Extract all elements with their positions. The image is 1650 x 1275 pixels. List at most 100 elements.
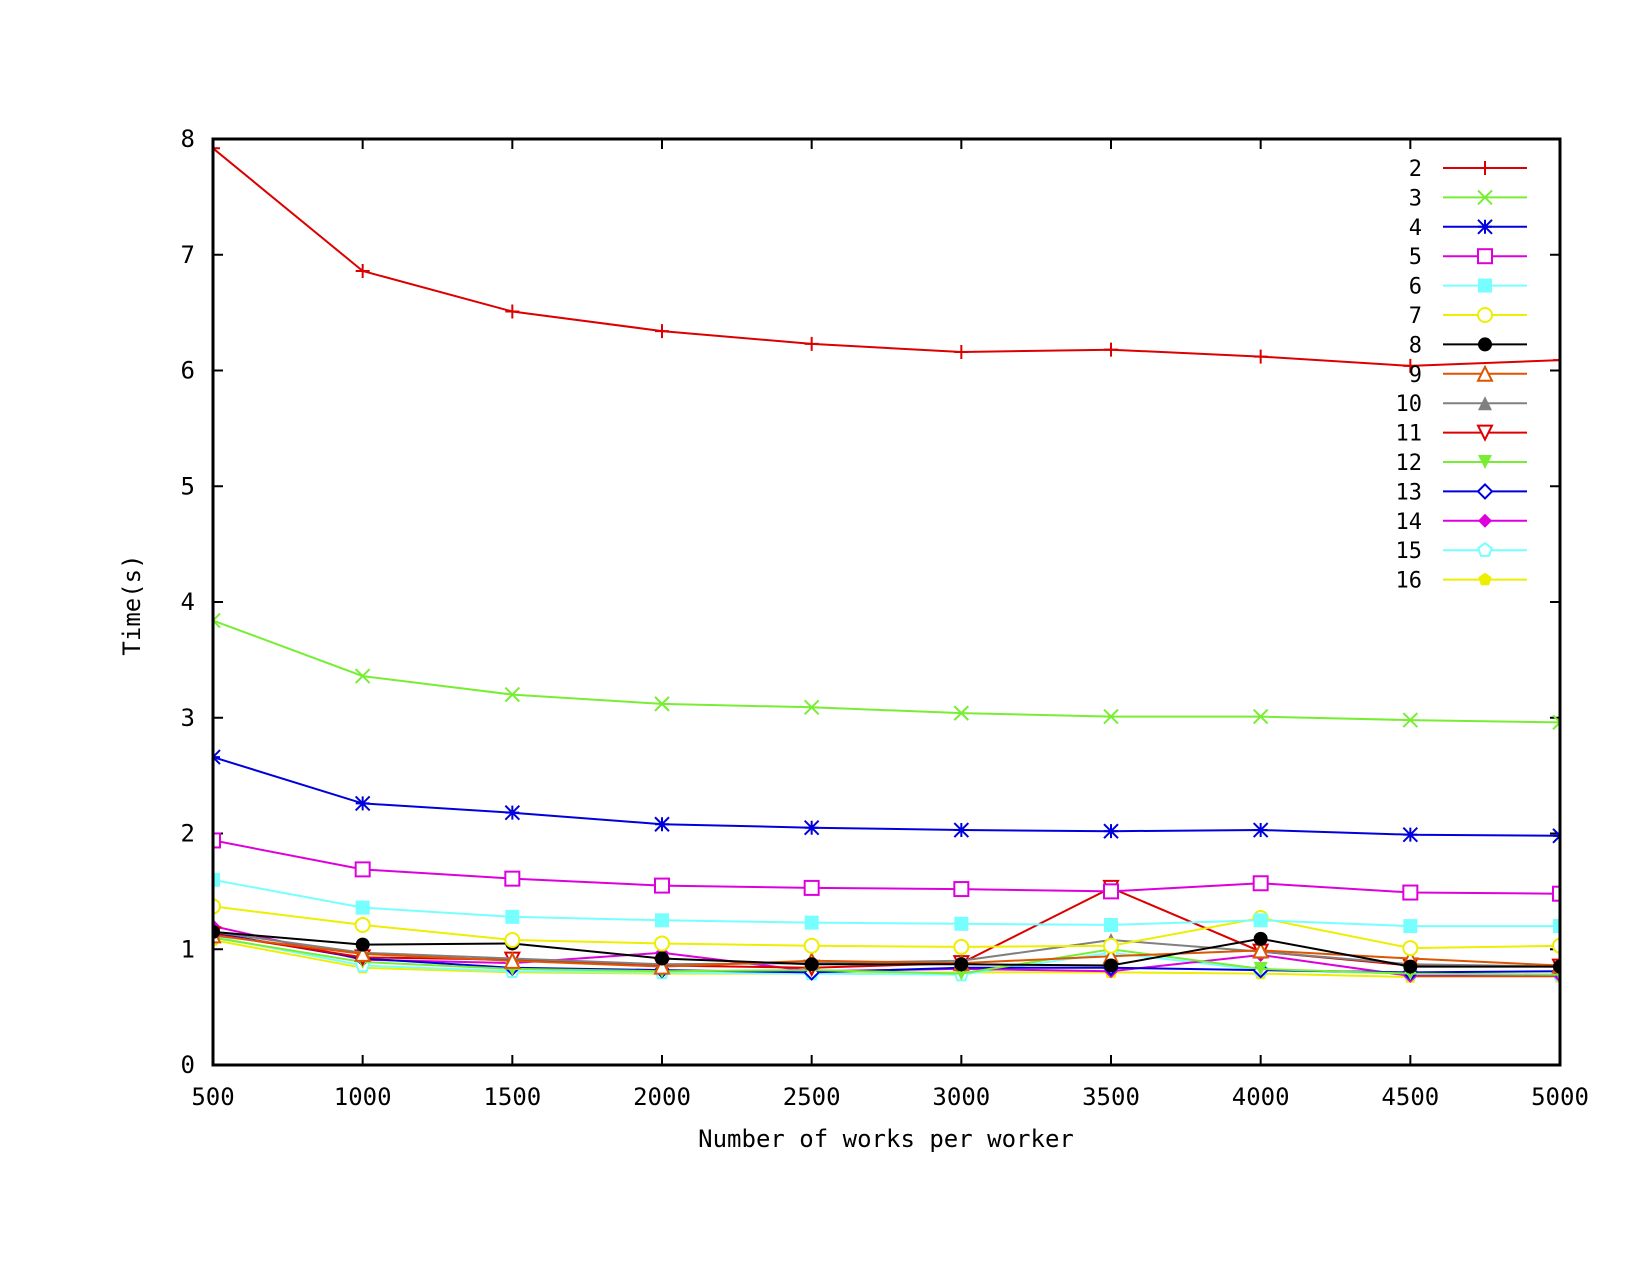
x-tick-label: 3500 — [1082, 1083, 1140, 1111]
data-point-2 — [213, 141, 220, 156]
series-4 — [213, 749, 1560, 844]
data-point-8 — [655, 951, 669, 966]
legend-item-4: 4 — [1409, 216, 1527, 241]
data-point-4 — [354, 795, 371, 812]
data-point-6 — [1253, 913, 1268, 928]
series-line-2 — [213, 147, 1560, 367]
data-point-3 — [504, 686, 521, 703]
data-point-5 — [803, 879, 820, 896]
series-line-5 — [213, 839, 1560, 895]
legend-item-12: 12 — [1396, 451, 1527, 476]
data-point-8 — [1403, 959, 1418, 974]
data-point-7 — [953, 938, 970, 955]
legend-marker — [1477, 189, 1493, 206]
legend-marker — [1478, 337, 1492, 352]
x-tick-label: 1500 — [483, 1083, 541, 1111]
legend-item-10: 10 — [1396, 392, 1527, 417]
legend-marker — [1478, 396, 1492, 411]
data-point-2 — [1104, 342, 1118, 357]
data-point-3 — [1402, 712, 1419, 728]
y-tick-label: 6 — [181, 357, 195, 385]
data-point-5 — [213, 832, 221, 849]
legend-label: 8 — [1409, 333, 1422, 358]
data-point-2 — [355, 263, 370, 278]
data-point-7 — [803, 937, 820, 954]
legend-marker — [1477, 219, 1493, 235]
legend-item-5: 5 — [1409, 245, 1527, 270]
data-point-2 — [505, 304, 520, 319]
x-tick-label: 2000 — [633, 1083, 691, 1111]
series-line-6 — [213, 878, 1560, 928]
legend-label: 2 — [1409, 157, 1422, 182]
data-point-9 — [503, 951, 521, 969]
data-point-3 — [354, 668, 371, 684]
series-3 — [213, 612, 1560, 731]
legend-item-3: 3 — [1409, 186, 1527, 211]
data-point-4 — [654, 816, 670, 832]
data-point-5 — [1402, 884, 1419, 901]
y-tick-label: 2 — [181, 820, 195, 848]
legend-label: 16 — [1396, 569, 1423, 594]
series-line-12 — [213, 936, 1560, 976]
axis-ticks: 500 1000 1500 2000 2500 3000 3500 4000 4500 5000 0… — [181, 125, 1589, 1111]
data-point-7 — [654, 935, 670, 952]
data-point-3 — [803, 699, 820, 716]
legend-marker — [1478, 513, 1492, 528]
legend-item-6: 6 — [1409, 275, 1527, 300]
data-point-3 — [1252, 708, 1269, 725]
series-6 — [213, 872, 1560, 934]
x-tick-label: 2500 — [783, 1083, 841, 1111]
legend-marker — [1476, 482, 1494, 500]
data-point-5 — [1552, 885, 1560, 902]
data-point-8 — [1253, 931, 1268, 946]
legend-label: 13 — [1396, 480, 1423, 505]
y-tick-label: 4 — [181, 588, 195, 616]
data-point-8 — [1104, 958, 1118, 973]
series-7 — [213, 898, 1560, 957]
y-axis-title: Time(s) — [118, 554, 146, 655]
series-line-9 — [213, 934, 1560, 968]
legend-label: 11 — [1396, 422, 1423, 447]
data-point-2 — [1553, 353, 1560, 368]
data-point-6 — [1403, 919, 1418, 934]
legend-item-14: 14 — [1396, 510, 1527, 535]
data-point-6 — [655, 913, 669, 928]
legend-label: 7 — [1409, 304, 1422, 329]
data-point-2 — [954, 344, 969, 359]
series-line-13 — [213, 932, 1560, 974]
legend-marker — [1477, 307, 1493, 323]
legend-item-15: 15 — [1396, 539, 1527, 564]
legend-item-7: 7 — [1409, 304, 1527, 329]
legend-marker — [1478, 161, 1492, 175]
legend: 2 3 4 5 6 7 8 9 10 11 12 13 14 15 16 — [1396, 157, 1527, 594]
x-tick-label: 4000 — [1232, 1083, 1290, 1111]
legend-label: 9 — [1409, 363, 1422, 388]
data-point-7 — [1402, 940, 1419, 957]
legend-marker — [1477, 248, 1493, 265]
x-tick-label: 500 — [191, 1083, 234, 1111]
legend-label: 6 — [1409, 275, 1422, 300]
data-point-5 — [354, 861, 371, 878]
x-axis-title: Number of works per worker — [698, 1125, 1074, 1153]
series-line-8 — [213, 930, 1560, 968]
series-8 — [213, 924, 1560, 974]
data-point-6 — [213, 872, 220, 887]
data-point-8 — [804, 957, 819, 972]
data-point-9 — [1252, 941, 1270, 959]
y-tick-label: 1 — [181, 935, 195, 963]
legend-label: 10 — [1396, 392, 1423, 417]
data-point-8 — [213, 924, 220, 939]
data-point-6 — [1104, 917, 1118, 932]
data-point-5 — [504, 870, 521, 887]
data-point-3 — [1552, 714, 1560, 731]
legend-label: 3 — [1409, 186, 1422, 211]
legend-marker — [1478, 278, 1492, 293]
data-point-2 — [655, 324, 669, 339]
data-point-3 — [1103, 708, 1119, 725]
y-tick-label: 5 — [181, 472, 195, 500]
data-point-7 — [1103, 937, 1119, 954]
data-point-6 — [505, 909, 520, 924]
y-tick-label: 3 — [181, 704, 195, 732]
